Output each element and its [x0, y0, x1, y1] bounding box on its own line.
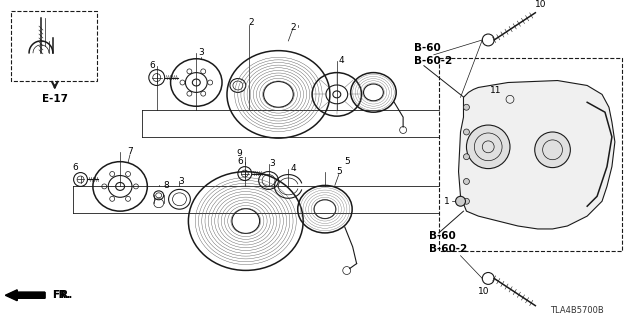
Text: FR.: FR.	[53, 290, 72, 300]
Bar	[439, 58, 622, 251]
Text: 5: 5	[344, 157, 349, 166]
Text: B-60: B-60	[429, 231, 456, 241]
Text: 6: 6	[237, 157, 243, 166]
Text: TLA4B5700B: TLA4B5700B	[550, 306, 604, 315]
Polygon shape	[458, 81, 615, 229]
Text: 1: 1	[444, 197, 449, 206]
FancyArrow shape	[7, 290, 45, 300]
Bar	[12, 11, 97, 81]
Circle shape	[535, 132, 570, 168]
Text: 6: 6	[149, 61, 155, 70]
Text: 3: 3	[269, 159, 275, 168]
Text: 4: 4	[291, 164, 296, 173]
Text: 3: 3	[198, 48, 204, 57]
Circle shape	[463, 129, 469, 135]
Text: 10: 10	[477, 287, 489, 296]
Circle shape	[463, 104, 469, 110]
Text: 6: 6	[73, 163, 79, 172]
Text: 2: 2	[291, 23, 296, 32]
Text: FR.: FR.	[52, 290, 70, 300]
Text: B-60-2: B-60-2	[429, 244, 467, 254]
Text: 9: 9	[236, 149, 242, 158]
Text: 2: 2	[248, 18, 253, 27]
Circle shape	[463, 179, 469, 184]
Text: B-60: B-60	[414, 43, 441, 53]
Text: 3: 3	[179, 177, 184, 186]
Text: 4: 4	[339, 56, 344, 65]
Text: 11: 11	[490, 86, 502, 95]
FancyArrow shape	[5, 290, 45, 301]
Circle shape	[456, 196, 465, 206]
Text: E-17: E-17	[42, 94, 68, 104]
Circle shape	[467, 125, 510, 169]
Text: 10: 10	[534, 0, 546, 9]
Text: 8: 8	[164, 181, 170, 190]
Circle shape	[463, 154, 469, 160]
Circle shape	[463, 198, 469, 204]
Text: B-60-2: B-60-2	[414, 56, 452, 66]
Text: 7: 7	[127, 147, 133, 156]
Text: 5: 5	[336, 167, 342, 176]
